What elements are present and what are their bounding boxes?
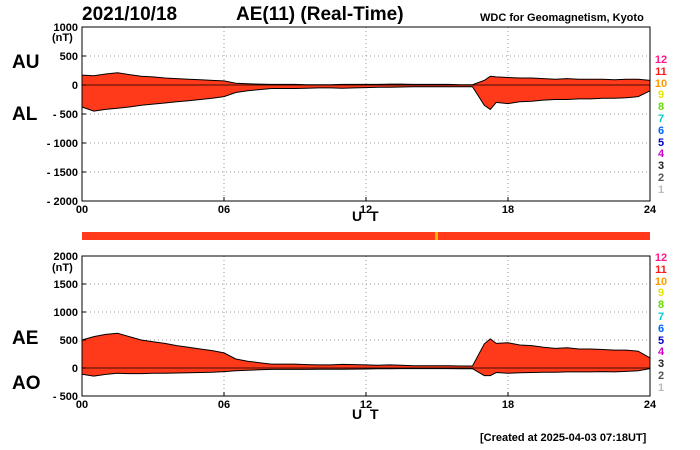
data-status-fill [82, 232, 650, 240]
legend-item-8: 8 [657, 101, 665, 114]
legend-item-12: 12 [654, 54, 668, 66]
chart-title: AE(11) (Real-Time) [236, 4, 404, 25]
bottom-xtick-label-6: 06 [218, 399, 230, 411]
data-status-bar [82, 232, 650, 240]
top-ytick-label--1500: - 1500 [47, 167, 78, 179]
top-xtick-label-24: 24 [644, 204, 657, 216]
top-ytick-label-1000: 1000 [54, 22, 78, 34]
legend-item-4: 4 [657, 346, 665, 359]
legend-item-4: 4 [657, 148, 665, 161]
legend-item-5: 5 [657, 334, 665, 347]
data-status-mark [435, 232, 438, 240]
legend-item-3: 3 [657, 160, 665, 173]
legend-item-10: 10 [654, 77, 668, 90]
legend-item-12: 12 [654, 252, 668, 264]
bottom-series-ao [81, 368, 651, 377]
top-xtick-label-12: 12 [360, 204, 372, 216]
created-timestamp: [Created at 2025-04-03 07:18UT] [480, 432, 647, 444]
legend-item-5: 5 [657, 136, 665, 149]
au-label: AU [12, 52, 40, 73]
bottom-band-area [82, 333, 650, 377]
bottom-xtick-label-18: 18 [502, 399, 514, 411]
top-legend: 12 11 10 9 8 7 6 5 4 3 2 1 [650, 54, 672, 197]
top-band-area [82, 72, 650, 112]
bottom-xtick-label-12: 12 [360, 399, 372, 411]
bottom-ytick-label-0: 0 [72, 363, 78, 375]
bottom-xtick-label-24: 24 [644, 399, 657, 411]
al-label: AL [12, 104, 38, 125]
bottom-ytick-label-500: 500 [60, 335, 78, 347]
top-xtick-label-6: 06 [218, 204, 230, 216]
top-unit-label: (nT) [52, 32, 73, 44]
top-ytick-label--2000: - 2000 [47, 196, 78, 208]
top-ytick-label-500: 500 [60, 51, 78, 63]
bottom-xaxis-title: U T [352, 406, 381, 422]
legend-item-3: 3 [657, 358, 665, 371]
legend-item-1: 1 [657, 381, 665, 394]
bottom-ytick-label-2000: 2000 [54, 251, 78, 263]
bottom-ytick-label-1000: 1000 [54, 307, 78, 319]
top-ytick-label--1000: - 1000 [47, 138, 78, 150]
legend-item-2: 2 [657, 369, 665, 382]
legend-item-6: 6 [657, 322, 665, 335]
bottom-ytick-label--500: - 500 [53, 391, 78, 403]
legend-item-7: 7 [657, 310, 665, 323]
legend-item-11: 11 [655, 65, 667, 78]
top-series-al [81, 86, 651, 112]
bottom-ytick-label-1500: 1500 [54, 279, 78, 291]
top-xaxis-title: U T [352, 208, 381, 224]
legend-item-9: 9 [657, 287, 665, 300]
legend-item-11: 11 [655, 263, 667, 276]
ae-label: AE [12, 328, 39, 349]
credit-label: WDC for Geomagnetism, Kyoto [480, 12, 644, 24]
top-series-au [81, 72, 651, 86]
legend-item-10: 10 [654, 275, 668, 288]
bottom-xtick-label-0: 00 [76, 399, 88, 411]
top-xtick-label-18: 18 [502, 204, 514, 216]
legend-item-2: 2 [657, 171, 665, 184]
top-ytick-label--500: - 500 [53, 109, 78, 121]
bottom-series-ae [81, 332, 651, 367]
legend-item-1: 1 [657, 183, 665, 196]
top-ytick-label-0: 0 [72, 80, 78, 92]
top-xtick-label-0: 00 [76, 204, 88, 216]
ao-label: AO [12, 373, 41, 394]
chart-date: 2021/10/18 [82, 4, 178, 25]
legend-item-7: 7 [657, 112, 665, 125]
legend-item-9: 9 [657, 89, 665, 102]
legend-item-6: 6 [657, 124, 665, 137]
bottom-unit-label: (nT) [52, 262, 73, 274]
bottom-legend: 12 11 10 9 8 7 6 5 4 3 2 1 [650, 252, 672, 395]
legend-item-8: 8 [657, 299, 665, 312]
